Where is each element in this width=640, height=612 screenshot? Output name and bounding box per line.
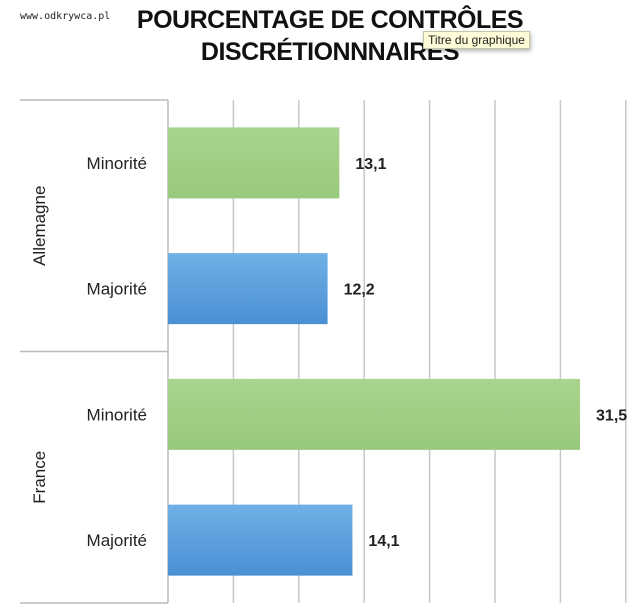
data-label: 31,5 (596, 407, 627, 424)
bar-allemagne-1 (168, 253, 328, 325)
chart-title: POURCENTAGE DE CONTRÔLES DISCRÉTIONNNAIR… (130, 4, 530, 68)
chart-title-line-2: DISCRÉTIONNNAIRES (200, 38, 460, 66)
bar-france-1 (168, 504, 353, 576)
bar-allemagne-0 (168, 127, 340, 199)
data-label: 14,1 (368, 533, 399, 550)
data-label: 13,1 (355, 156, 386, 173)
bar-category-label: Majorité (87, 531, 147, 550)
group-label-allemagne: Allemagne (30, 186, 49, 266)
data-label: 12,2 (344, 282, 375, 299)
bar-france-0 (168, 378, 581, 450)
group-label-france: France (30, 451, 49, 504)
chart-title-tooltip: Titre du graphique (423, 31, 530, 49)
bar-category-label: Majorité (87, 280, 147, 299)
bar-category-label: Minorité (87, 154, 147, 173)
watermark: www.odkrywca.pl (20, 11, 111, 22)
chart-title-line-1: POURCENTAGE DE CONTRÔLES (136, 6, 524, 34)
bar-category-label: Minorité (87, 405, 147, 424)
